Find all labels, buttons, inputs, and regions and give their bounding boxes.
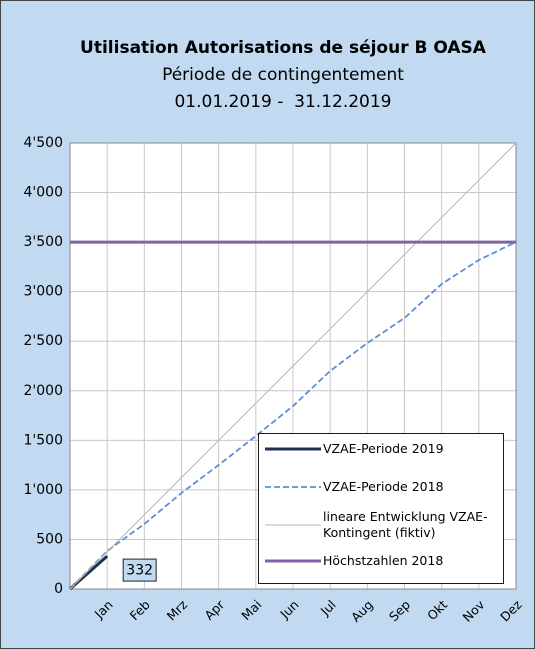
y-tick-label: 2'000 — [24, 383, 63, 399]
plot-border — [69, 142, 517, 590]
y-tick-label: 3'000 — [24, 284, 63, 300]
x-tick-label: Sep — [386, 597, 413, 624]
x-tick-label: Jul — [317, 597, 339, 619]
legend-swatch — [265, 486, 321, 488]
series-line — [69, 142, 517, 590]
legend-label: lineare Entwicklung VZAE-Kontingent (fik… — [323, 509, 488, 540]
series-line — [69, 554, 109, 591]
y-tick-label: 4'000 — [24, 185, 63, 201]
x-tick-label: Nov — [460, 597, 488, 625]
legend-label: Höchstzahlen 2018 — [323, 553, 444, 568]
y-tick-label: 3'500 — [24, 234, 63, 250]
series-line — [69, 241, 517, 590]
x-tick-label: Mrz — [164, 597, 191, 624]
x-tick-label: Jun — [276, 597, 301, 622]
x-tick-label: Jan — [91, 597, 116, 622]
chart-title: Utilisation Autorisations de séjour B OA… — [80, 38, 487, 58]
legend-entry: Höchstzahlen 2018 — [263, 546, 501, 576]
x-tick-label: Feb — [127, 597, 153, 623]
chart-period: 01.01.2019 - 31.12.2019 — [174, 92, 391, 112]
x-tick-label: Apr — [201, 596, 228, 623]
x-tick-label: Dez — [497, 597, 525, 625]
y-tick-label: 2'500 — [24, 333, 63, 349]
legend-label: VZAE-Periode 2018 — [323, 479, 444, 494]
legend-swatch — [265, 447, 321, 451]
legend-swatch — [265, 524, 321, 526]
y-tick-label: 500 — [36, 531, 63, 547]
y-tick-label: 1'500 — [24, 432, 63, 448]
data-label: 332 — [126, 563, 153, 579]
legend-label: VZAE-Periode 2019 — [323, 441, 444, 456]
data-label-box — [122, 558, 157, 582]
x-tick-label: Mai — [238, 597, 264, 623]
legend-swatch — [265, 559, 321, 563]
y-tick-label: 0 — [54, 581, 63, 597]
x-tick-label: Aug — [348, 597, 376, 625]
legend-entry: VZAE-Periode 2019 — [263, 434, 501, 464]
legend-entry: lineare Entwicklung VZAE-Kontingent (fik… — [263, 509, 501, 540]
chart-subtitle: Période de contingentement — [162, 65, 404, 85]
x-tick-label: Okt — [424, 597, 450, 623]
y-tick-label: 1'000 — [24, 482, 63, 498]
legend-entry: VZAE-Periode 2018 — [263, 472, 501, 502]
legend: VZAE-Periode 2019 VZAE-Periode 2018 linear… — [258, 433, 504, 584]
y-tick-label: 4'500 — [24, 135, 63, 151]
